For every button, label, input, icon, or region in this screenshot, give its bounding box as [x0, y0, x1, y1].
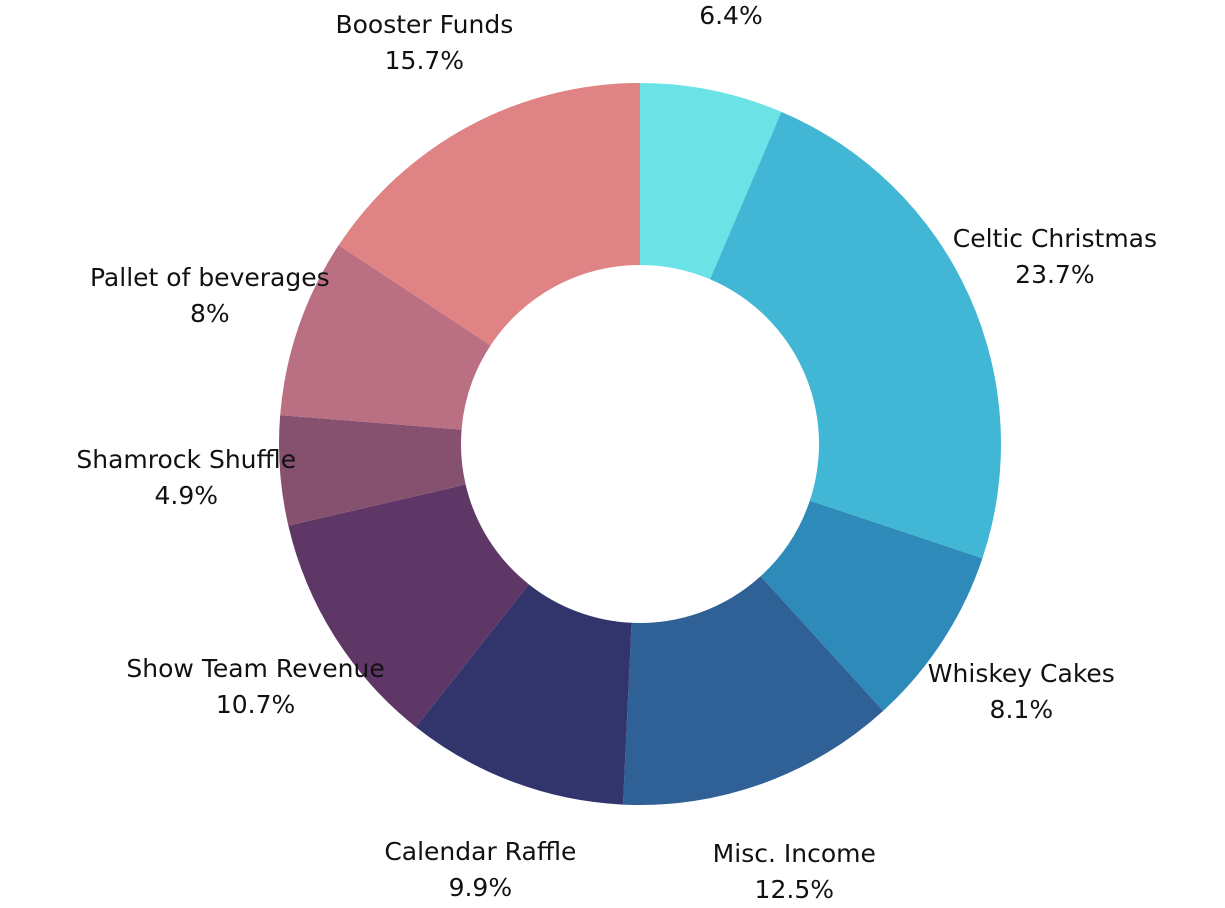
- slice-shamrock-shuffle: [279, 415, 466, 526]
- slice-percent: 6.4%: [699, 1, 763, 31]
- slice-label-whiskey-cakes: Whiskey Cakes 8.1%: [928, 656, 1115, 728]
- slice-percent: 8%: [189, 298, 230, 328]
- donut-chart: [279, 83, 1001, 805]
- slice-label-grants: Grants6.4%: [689, 0, 773, 34]
- slice-misc-income: [622, 576, 884, 805]
- slice-pallet-of-beverages: [280, 245, 491, 430]
- slice-percent: 15.7%: [384, 46, 465, 76]
- slice-label-misc-income: Misc. Income 12.5%: [713, 836, 876, 908]
- slice-name: Shamrock Shuffle: [76, 444, 297, 474]
- donut-slices: [279, 83, 1001, 805]
- slice-percent: 10.7%: [215, 690, 296, 720]
- slice-celtic-christmas: [710, 111, 1001, 559]
- slice-name: Show Team Revenue: [126, 654, 385, 684]
- slice-percent: 12.5%: [754, 875, 834, 905]
- slice-grants: [640, 83, 782, 280]
- slice-booster-funds: [338, 83, 640, 346]
- slice-name: Celtic Christmas: [952, 224, 1158, 254]
- slice-percent: 23.7%: [1015, 260, 1095, 290]
- slice-calendar-raffle: [415, 584, 632, 805]
- slice-percent: 9.9%: [448, 873, 513, 903]
- slice-label-celtic-christmas: Celtic Christmas 23.7%: [953, 221, 1157, 293]
- slice-name: Calendar Raffle: [384, 837, 577, 867]
- slice-label-show-team-revenue: Show Team Revenue 10.7%: [126, 651, 384, 723]
- slice-name: Whiskey Cakes: [927, 659, 1115, 689]
- slice-name: Booster Funds: [335, 10, 514, 40]
- slice-percent: 8.1%: [989, 695, 1054, 725]
- slice-label-pallet-of-beverages: Pallet of beverages 8%: [90, 260, 330, 332]
- slice-percent: 4.9%: [154, 480, 218, 510]
- slice-label-shamrock-shuffle: Shamrock Shuffle 4.9%: [76, 442, 296, 514]
- slice-name: Misc. Income: [712, 839, 876, 869]
- slice-show-team-revenue: [288, 484, 529, 727]
- slice-whiskey-cakes: [760, 500, 983, 711]
- slice-label-calendar-raffle: Calendar Raffle 9.9%: [384, 834, 576, 906]
- slice-name: Pallet of beverages: [89, 262, 330, 292]
- slice-label-booster-funds: Booster Funds 15.7%: [335, 7, 513, 79]
